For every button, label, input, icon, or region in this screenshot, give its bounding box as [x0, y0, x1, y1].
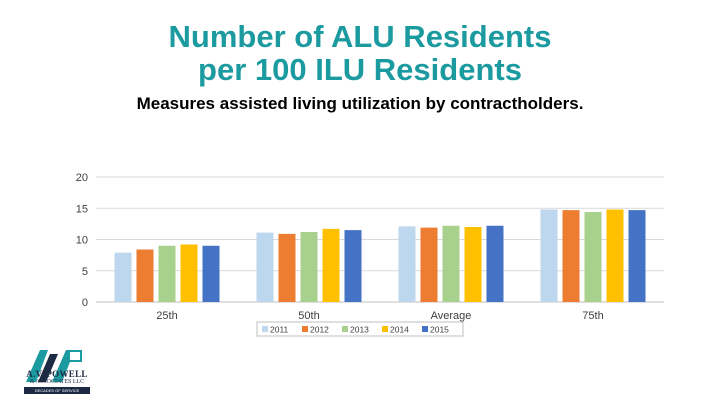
y-tick-label: 15	[76, 203, 88, 215]
legend-label: 2011	[270, 325, 289, 335]
legend-swatch	[262, 326, 268, 332]
legend-label: 2015	[430, 325, 449, 335]
bar	[256, 232, 274, 302]
company-logo-icon	[26, 350, 82, 382]
legend-label: 2012	[310, 325, 329, 335]
legend-label: 2014	[390, 325, 409, 335]
legend-swatch	[302, 326, 308, 332]
y-tick-label: 5	[82, 266, 88, 278]
x-tick-label: 75th	[582, 310, 603, 322]
title-line-1: Number of ALU Residents	[168, 19, 552, 54]
bar	[442, 225, 460, 302]
bar	[114, 252, 132, 302]
legend-swatch	[422, 326, 428, 332]
bar	[540, 209, 558, 302]
bar	[464, 227, 482, 302]
legend-box	[256, 321, 464, 337]
bar	[158, 245, 176, 302]
bar	[562, 210, 580, 302]
bar	[202, 245, 220, 302]
slide-title: Number of ALU Residents per 100 ILU Resi…	[0, 20, 720, 86]
bar	[606, 209, 624, 302]
legend-swatch	[382, 326, 388, 332]
y-tick-label: 20	[76, 172, 88, 184]
bar	[300, 232, 318, 302]
bar	[628, 210, 646, 302]
x-tick-label: 25th	[156, 310, 177, 322]
legend-label: 2013	[350, 325, 369, 335]
logo-subtitle: & ASSOCIATES LLC	[29, 379, 85, 385]
bar	[420, 227, 438, 302]
x-tick-label: Average	[431, 310, 472, 322]
bar	[486, 225, 504, 302]
logo-name: A.V. POWELL	[26, 369, 88, 379]
x-tick-label: 50th	[298, 310, 319, 322]
logo-tagline: DECADES OF SERVICE	[24, 387, 90, 394]
bar	[344, 230, 362, 302]
bar	[322, 228, 340, 302]
y-tick-label: 0	[82, 297, 88, 309]
legend-swatch	[342, 326, 348, 332]
title-line-2: per 100 ILU Residents	[198, 52, 522, 87]
bar	[180, 244, 198, 302]
slide-subtitle: Measures assisted living utilization by …	[136, 94, 584, 113]
bar	[136, 249, 154, 302]
bar	[278, 233, 296, 302]
bar	[584, 212, 602, 302]
y-tick-label: 10	[76, 235, 88, 247]
bar	[398, 226, 416, 302]
